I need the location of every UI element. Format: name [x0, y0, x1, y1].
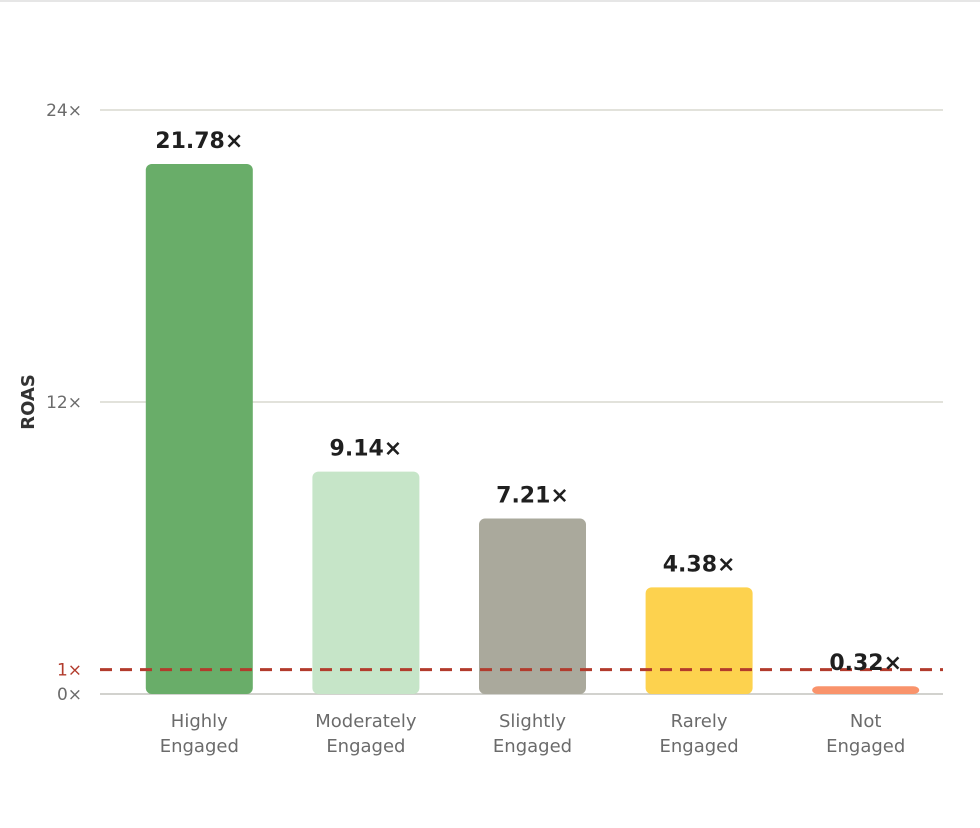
- x-axis-layer: Highly Engaged Moderately Engaged Slightly En…: [160, 711, 906, 757]
- x-tick-label: Rarely: [671, 711, 728, 732]
- y-tick-label: 24×: [46, 101, 82, 121]
- y-axis-layer: 0× 12× 24× ROAS 1×: [18, 101, 82, 705]
- bar: [145, 164, 253, 694]
- x-tick-label: Moderately: [315, 711, 417, 732]
- x-tick-label: Engaged: [493, 736, 572, 757]
- bar: [645, 587, 753, 694]
- x-tick-label: Slightly: [499, 711, 566, 732]
- bar-value-label: 9.14×: [330, 437, 403, 462]
- y-tick-label: 0×: [57, 685, 82, 705]
- x-tick-label: Highly: [171, 711, 228, 732]
- top-divider: [0, 0, 980, 2]
- bar: [812, 686, 920, 694]
- bar: [479, 518, 586, 694]
- bar-value-label: 4.38×: [663, 552, 736, 577]
- bar-value-label: 7.21×: [496, 484, 569, 509]
- x-tick-label: Engaged: [826, 736, 905, 757]
- y-tick-label: 12×: [46, 393, 82, 413]
- bar-value-label: 21.78×: [155, 129, 243, 154]
- x-tick-label: Not: [850, 711, 882, 732]
- bars-layer: [145, 164, 920, 694]
- x-tick-label: Engaged: [326, 736, 405, 757]
- y-axis-title: ROAS: [18, 374, 39, 430]
- x-tick-label: Engaged: [660, 736, 739, 757]
- labels-layer: 21.78× 9.14× 7.21× 4.38× 0.32×: [155, 129, 902, 676]
- bar-value-label: 0.32×: [829, 651, 902, 676]
- reference-line-label: 1×: [57, 661, 82, 681]
- x-tick-label: Engaged: [160, 736, 239, 757]
- bar: [312, 471, 420, 694]
